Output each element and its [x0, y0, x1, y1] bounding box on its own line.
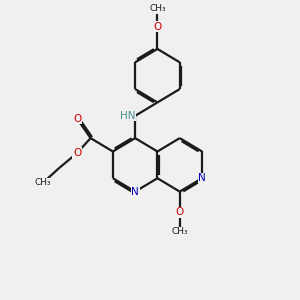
- Text: O: O: [73, 148, 81, 158]
- Text: CH₃: CH₃: [171, 227, 188, 236]
- Text: HN: HN: [120, 111, 135, 121]
- Text: N: N: [131, 187, 139, 196]
- Text: O: O: [176, 207, 184, 218]
- Text: O: O: [153, 22, 162, 32]
- Text: O: O: [73, 114, 81, 124]
- Text: CH₃: CH₃: [149, 4, 166, 13]
- Text: CH₃: CH₃: [35, 178, 51, 187]
- Text: N: N: [198, 173, 206, 183]
